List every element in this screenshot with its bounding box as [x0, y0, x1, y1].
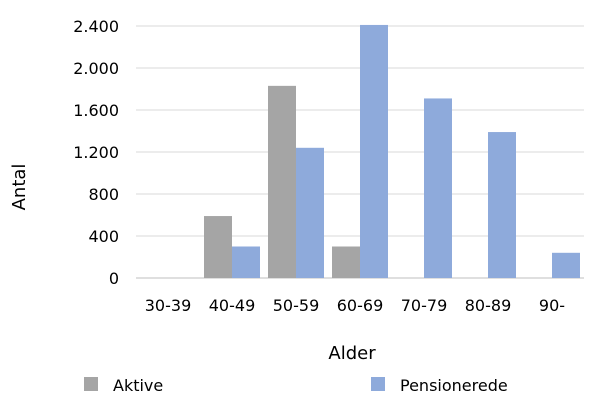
y-tick-label: 0 [109, 269, 119, 288]
x-tick-label: 90- [539, 296, 565, 315]
y-axis-label: Antal [9, 164, 30, 211]
x-tick-label: 30-39 [145, 296, 192, 315]
y-tick-label: 400 [88, 227, 119, 246]
y-tick-label: 2.000 [73, 59, 119, 78]
bar-pensionerede-40-49 [232, 246, 260, 278]
bar-pensionerede-50-59 [296, 147, 324, 278]
y-tick-label: 1.200 [73, 143, 119, 162]
x-tick-label: 80-89 [465, 296, 512, 315]
x-tick-label: 50-59 [273, 296, 320, 315]
legend-label-pensionerede: Pensionerede [400, 376, 508, 395]
bar-pensionerede-90- [552, 252, 580, 278]
x-axis-label: Alder [328, 343, 376, 364]
x-tick-label: 60-69 [337, 296, 384, 315]
legend-swatch-pensionerede [371, 377, 385, 391]
x-tick-label: 40-49 [209, 296, 256, 315]
bar-pensionerede-70-79 [424, 98, 452, 278]
legend-swatch-aktive [84, 377, 98, 391]
legend: Aktive Pensionerede [84, 376, 508, 395]
x-tick-label: 70-79 [401, 296, 448, 315]
y-tick-label: 800 [88, 185, 119, 204]
bar-aktive-40-49 [204, 216, 232, 278]
legend-label-aktive: Aktive [113, 376, 163, 395]
y-axis-ticks: 0 400 800 1.200 1.600 2.000 2.400 [73, 17, 119, 288]
x-axis-ticks: 30-39 40-49 50-59 60-69 70-79 80-89 90- [145, 296, 565, 315]
bar-pensionerede-80-89 [488, 132, 516, 278]
bar-aktive-60-69 [332, 246, 360, 278]
y-tick-label: 1.600 [73, 101, 119, 120]
bar-pensionerede-60-69 [360, 24, 388, 279]
y-tick-label: 2.400 [73, 17, 119, 36]
bars [204, 24, 580, 279]
bar-aktive-50-59 [268, 85, 296, 278]
